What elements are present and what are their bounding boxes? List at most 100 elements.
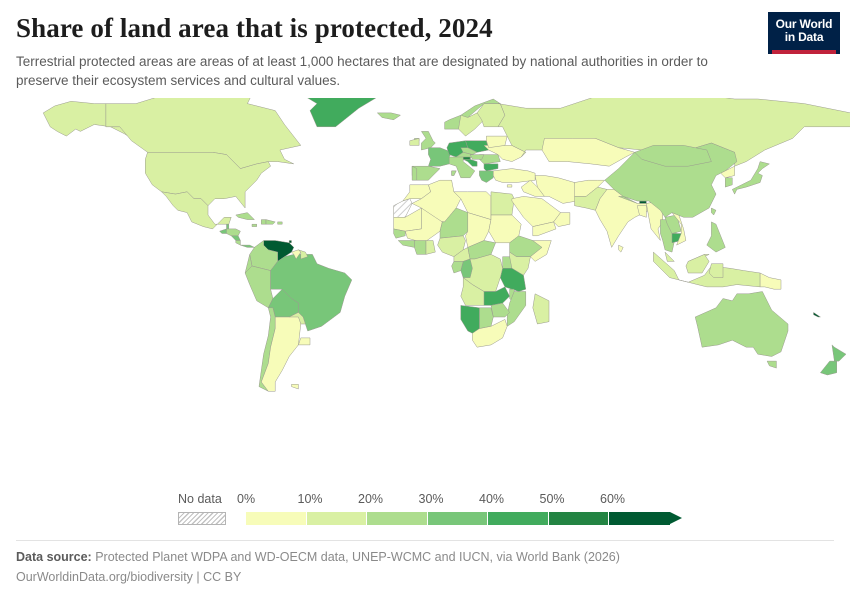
- map-region-tanzania[interactable]: [500, 268, 527, 292]
- map-region-belarus[interactable]: [486, 135, 508, 148]
- map-region-united-states[interactable]: [145, 152, 271, 209]
- page-title: Share of land area that is protected, 20…: [16, 13, 493, 43]
- map-region-uruguay[interactable]: [298, 337, 311, 346]
- map-region-puerto-rico[interactable]: [277, 221, 283, 225]
- legend-bin-0[interactable]: [246, 512, 307, 525]
- map-region-namibia[interactable]: [460, 305, 480, 334]
- owid-link[interactable]: OurWorldinData.org/biodiversity | CC BY: [16, 570, 242, 584]
- map-region-alaska[interactable]: [42, 101, 132, 139]
- map-region-new-caledonia[interactable]: [813, 312, 821, 318]
- map-region-nicaragua[interactable]: [230, 235, 241, 241]
- map-svg[interactable]: [0, 98, 850, 483]
- map-region-senegal[interactable]: [393, 228, 406, 239]
- owid-logo-line2: in Data: [784, 30, 824, 45]
- footer-divider: [16, 540, 834, 541]
- map-region-croatia[interactable]: [462, 159, 478, 167]
- map-region-botswana[interactable]: [479, 307, 494, 329]
- map-region-japan[interactable]: [732, 161, 770, 195]
- map-region-czechia[interactable]: [460, 147, 478, 155]
- map-region-honduras[interactable]: [226, 228, 241, 237]
- map-region-hungary[interactable]: [469, 154, 485, 160]
- legend-tick-2: 20%: [358, 492, 384, 506]
- owid-logo-line1: Our World: [775, 17, 833, 31]
- map-region-philippines[interactable]: [706, 221, 726, 253]
- map-region-turkey[interactable]: [493, 168, 536, 183]
- map-region-greenland[interactable]: [275, 98, 386, 128]
- map-legend: No data 0% 10% 20% 30% 40% 50% 60%: [178, 492, 682, 534]
- map-region-north-korea[interactable]: [720, 165, 735, 179]
- map-region-haiti[interactable]: [261, 219, 267, 225]
- map-region-nepal[interactable]: [618, 196, 638, 204]
- map-region-madagascar[interactable]: [532, 293, 550, 325]
- map-region-iraq[interactable]: [520, 179, 545, 197]
- map-region-guyana[interactable]: [291, 249, 302, 260]
- map-region-panama[interactable]: [240, 244, 255, 248]
- world-choropleth-map[interactable]: [0, 98, 850, 483]
- map-region-south-africa[interactable]: [472, 319, 508, 348]
- legend-tick-6: 60%: [600, 492, 626, 506]
- map-region-cuba[interactable]: [235, 212, 255, 220]
- legend-bin-2[interactable]: [367, 512, 428, 525]
- map-region-sardinia-ref[interactable]: [451, 170, 457, 176]
- map-region-vietnam[interactable]: [671, 212, 687, 246]
- map-region-yemen[interactable]: [532, 221, 557, 237]
- map-region-ireland[interactable]: [409, 138, 420, 146]
- map-region-france[interactable]: [428, 147, 452, 167]
- map-region-paraguay[interactable]: [288, 312, 306, 325]
- legend-no-data-label: No data: [178, 492, 222, 506]
- map-region-iceland[interactable]: [377, 112, 401, 121]
- map-region-bhutan[interactable]: [639, 200, 647, 204]
- map-region-zimbabwe[interactable]: [490, 302, 510, 318]
- map-region-tasmania[interactable]: [766, 360, 777, 369]
- map-region-suriname[interactable]: [298, 249, 308, 260]
- map-region-guinea[interactable]: [397, 240, 415, 248]
- map-region-cyprus[interactable]: [506, 184, 513, 188]
- legend-tick-3: 30%: [418, 492, 444, 506]
- map-region-ivory-coast[interactable]: [414, 240, 427, 255]
- chart-subtitle: Terrestrial protected areas are areas of…: [16, 53, 708, 89]
- legend-bin-4[interactable]: [488, 512, 549, 525]
- map-region-kalimantan-ref[interactable]: [685, 254, 710, 274]
- legend-labels: No data 0% 10% 20% 30% 40% 50% 60%: [178, 492, 678, 508]
- map-region-bangladesh[interactable]: [636, 205, 647, 218]
- map-region-belize[interactable]: [226, 223, 230, 230]
- legend-tick-4: 40%: [479, 492, 505, 506]
- legend-tick-0: 0%: [237, 492, 256, 506]
- legend-bin-1[interactable]: [306, 512, 367, 525]
- map-region-mozambique[interactable]: [506, 291, 527, 327]
- map-region-trinidad[interactable]: [288, 240, 292, 244]
- legend-bin-5[interactable]: [548, 512, 609, 525]
- map-region-costa-rica[interactable]: [235, 240, 241, 246]
- map-region-sulawesi-ref[interactable]: [708, 263, 724, 278]
- map-region-bulgaria[interactable]: [483, 163, 499, 172]
- map-region-south-korea[interactable]: [725, 177, 733, 188]
- map-region-gabon[interactable]: [451, 261, 464, 274]
- map-region-ghana[interactable]: [425, 240, 436, 255]
- map-region-greece[interactable]: [479, 170, 494, 183]
- owid-logo-bar: [772, 49, 836, 54]
- map-region-oman[interactable]: [553, 212, 571, 227]
- map-region-western-sahara[interactable]: [393, 198, 413, 218]
- map-region-dominican-republic[interactable]: [265, 219, 276, 225]
- map-region-taiwan[interactable]: [711, 207, 717, 216]
- legend-bin-6[interactable]: [609, 512, 670, 525]
- map-region-mongolia[interactable]: [634, 145, 712, 167]
- legend-no-data-swatch[interactable]: [178, 512, 226, 525]
- map-region-falkland-islands[interactable]: [291, 384, 299, 390]
- map-region-peru[interactable]: [244, 265, 274, 309]
- owid-logo[interactable]: Our World in Data: [768, 12, 840, 54]
- map-region-zambia[interactable]: [483, 286, 510, 306]
- map-region-new-zealand[interactable]: [820, 344, 847, 376]
- data-source-text: Protected Planet WDPA and WD-OECM data, …: [95, 550, 620, 564]
- map-region-mexico[interactable]: [161, 191, 232, 230]
- map-region-somalia[interactable]: [530, 240, 552, 262]
- map-region-portugal[interactable]: [411, 165, 418, 181]
- map-region-kazakhstan[interactable]: [541, 138, 636, 167]
- legend-bin-3[interactable]: [427, 512, 488, 525]
- map-region-sri-lanka[interactable]: [618, 244, 624, 253]
- map-region-australia[interactable]: [694, 291, 789, 357]
- map-region-jamaica[interactable]: [251, 223, 257, 227]
- map-region-papua-new-guinea[interactable]: [759, 272, 782, 290]
- legend-open-ended-arrow: [669, 512, 682, 524]
- map-region-egypt[interactable]: [490, 191, 515, 216]
